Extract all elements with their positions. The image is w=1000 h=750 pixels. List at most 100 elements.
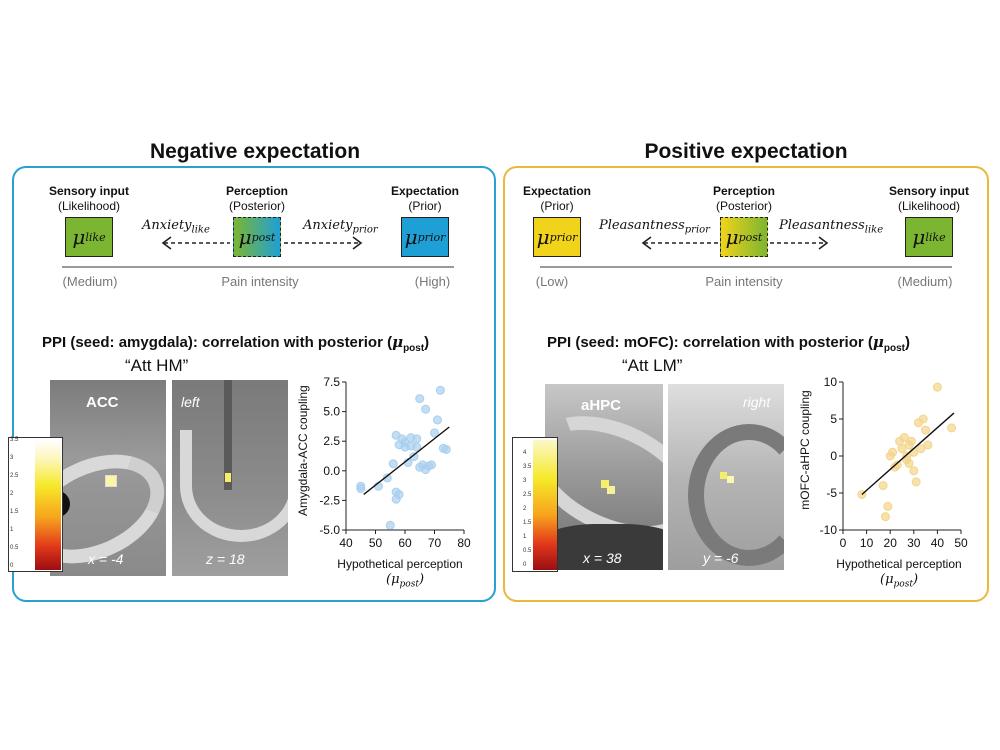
y-tick-label: -5.0 (319, 523, 340, 537)
right-brain1-label: aHPC (581, 397, 622, 414)
y-tick-label: 0 (830, 449, 837, 463)
right-ppi-heading: PPI (seed: mOFC): correlation with poste… (547, 333, 910, 354)
right-plot-mu: (μpost) (879, 572, 919, 590)
data-point (892, 460, 902, 470)
right-arrow-right-label: Pleasantnesslike (779, 218, 884, 236)
right-brain2-label: right (743, 394, 771, 410)
data-point (427, 460, 437, 470)
left-box-posterior: μ post (233, 217, 281, 257)
x-tick-label: 70 (428, 536, 442, 550)
right-scale-label: Pain intensity (705, 274, 783, 289)
data-point (888, 447, 898, 457)
data-point (441, 444, 451, 454)
left-plot-mu: (μpost) (385, 572, 425, 590)
right-box-left-head: Expectation (522, 184, 591, 198)
left-scatter-plot: -5.0 -2.5 0.0 2.5 5.0 7.5 40 50 60 70 80 (319, 375, 471, 550)
left-brain2-coord: z = 18 (206, 551, 245, 567)
data-point (432, 415, 442, 425)
right-brain-coronal (668, 384, 784, 570)
left-box-mid-head: Perception (225, 184, 288, 198)
left-arrow-left-label: Anxietylike (142, 218, 210, 236)
left-box-left-sub: (Likelihood) (57, 199, 121, 213)
right-box-mid-head: Perception (712, 184, 775, 198)
left-arrows (161, 236, 363, 250)
cbar-tick: 3.5 (523, 464, 532, 470)
right-brain2-coord: y = -6 (703, 550, 739, 566)
left-scale-low: (Medium) (62, 274, 118, 289)
y-tick-label: 0.0 (323, 464, 340, 478)
x-tick-label: 60 (398, 536, 412, 550)
left-brain2-label: left (181, 394, 200, 410)
cbar-tick: 1 (523, 534, 527, 540)
x-tick-label: 20 (884, 536, 898, 550)
cbar-tick: 1.5 (523, 520, 532, 526)
y-tick-label: 5 (830, 412, 837, 426)
data-point (385, 520, 395, 530)
cbar-tick: 2 (10, 491, 14, 497)
x-tick-label: 10 (860, 536, 874, 550)
data-point (412, 442, 422, 452)
x-tick-label: 40 (339, 536, 353, 550)
data-point (356, 484, 366, 494)
y-tick-label: -10 (820, 523, 838, 537)
data-point (909, 466, 919, 476)
data-point (878, 481, 888, 491)
y-tick-label: 10 (824, 375, 838, 389)
y-tick-label: 5.0 (323, 405, 340, 419)
data-point (394, 489, 404, 499)
left-scale-high: (High) (414, 274, 451, 289)
right-box-mid-sub: (Posterior) (715, 199, 772, 213)
data-point (899, 433, 909, 442)
left-box-right-head: Expectation (390, 184, 459, 198)
left-scale-label: Pain intensity (221, 274, 299, 289)
data-point (880, 512, 890, 522)
right-plot-ylabel: mOFC-aHPC coupling (798, 390, 812, 510)
left-box-right-sub: (Prior) (408, 199, 442, 213)
cbar-tick: 1.5 (10, 509, 19, 515)
data-point (409, 452, 419, 462)
right-colorbar-ticks: 4 3.5 3 2.5 2 1.5 1 0.5 0 (523, 450, 533, 570)
right-box-posterior: μ post (720, 217, 768, 257)
left-plot-ylabel: Amygdala-ACC coupling (296, 385, 310, 516)
left-panel (12, 166, 496, 602)
left-att-label: “Att HM” (125, 356, 189, 375)
right-box-right-sub: (Likelihood) (897, 199, 961, 213)
data-point (415, 394, 425, 404)
data-point (904, 458, 914, 468)
cbar-tick: 0.5 (10, 545, 19, 551)
cbar-tick: 0.5 (523, 548, 532, 554)
left-pain-axis (62, 266, 454, 268)
left-box-mid-sub: (Posterior) (228, 199, 285, 213)
data-point (382, 473, 392, 483)
data-point (883, 501, 893, 511)
data-point (918, 414, 928, 424)
x-tick-label: 0 (840, 536, 847, 550)
y-tick-label: 7.5 (323, 375, 340, 389)
data-point (923, 440, 933, 450)
right-arrow-left-label: Pleasantnessprior (599, 218, 710, 236)
left-colorbar (8, 437, 63, 572)
left-brain1-coord: x = -4 (88, 551, 124, 567)
data-point (430, 428, 439, 438)
cbar-tick: 0 (10, 563, 14, 569)
data-point (388, 459, 398, 469)
cbar-tick: 4 (523, 450, 527, 456)
y-tick-label: -5 (826, 486, 837, 500)
cbar-tick: 3.5 (10, 437, 19, 443)
left-colorbar-ticks: 3.5 3 2.5 2 1.5 1 0.5 0 (10, 437, 30, 572)
left-plot-xlabel: Hypothetical perception (337, 557, 463, 571)
y-tick-label: -2.5 (319, 493, 340, 507)
data-point (921, 425, 931, 435)
right-brain-sagittal (545, 384, 663, 570)
x-tick-label: 80 (457, 536, 471, 550)
left-box-likelihood: μ like (65, 217, 113, 257)
right-scatter-plot: -10 -5 0 5 10 0 10 20 30 40 50 (820, 375, 968, 550)
right-brain1-coord: x = 38 (583, 550, 622, 566)
cbar-tick: 3 (10, 455, 14, 461)
x-tick-label: 50 (954, 536, 968, 550)
x-tick-label: 40 (931, 536, 945, 550)
left-ppi-heading: PPI (seed: amygdala): correlation with p… (42, 333, 430, 354)
data-point (435, 385, 445, 395)
right-scale-high: (Medium) (897, 274, 953, 289)
right-title: Positive expectation (644, 140, 848, 163)
